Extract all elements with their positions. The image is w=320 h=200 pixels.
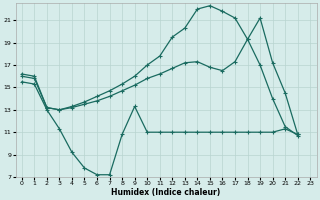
X-axis label: Humidex (Indice chaleur): Humidex (Indice chaleur) bbox=[111, 188, 221, 197]
